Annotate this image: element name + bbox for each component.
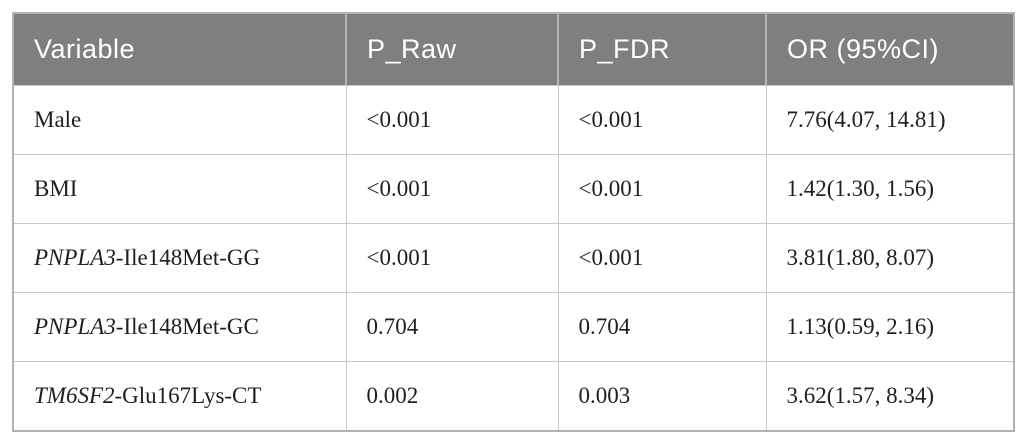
or-ci-cell: 1.42(1.30, 1.56) <box>765 154 1015 224</box>
variable-label: -Ile148Met-GC <box>115 314 259 339</box>
p-raw-cell: <0.001 <box>345 154 559 224</box>
table-row: BMI <0.001 <0.001 1.42(1.30, 1.56) <box>12 154 1015 224</box>
gene-symbol: TM6SF2 <box>34 383 115 408</box>
or-ci-cell: 1.13(0.59, 2.16) <box>765 292 1015 362</box>
column-header-or-ci: OR (95%CI) <box>765 13 1014 86</box>
variable-label: -Ile148Met-GG <box>115 245 261 270</box>
variable-cell: TM6SF2-Glu167Lys-CT <box>12 361 347 432</box>
p-raw-cell: 0.002 <box>345 361 559 432</box>
p-fdr-cell: 0.003 <box>557 361 767 432</box>
variable-label: BMI <box>34 176 78 201</box>
p-fdr-cell: <0.001 <box>557 85 767 155</box>
or-ci-cell: 3.62(1.57, 8.34) <box>765 361 1015 432</box>
p-raw-cell: <0.001 <box>345 85 559 155</box>
p-raw-cell: 0.704 <box>345 292 559 362</box>
p-fdr-cell: <0.001 <box>557 154 767 224</box>
column-header-variable: Variable <box>13 13 346 86</box>
table-row: TM6SF2-Glu167Lys-CT 0.002 0.003 3.62(1.5… <box>12 361 1015 432</box>
column-header-p-raw: P_Raw <box>345 13 558 86</box>
or-ci-cell: 7.76(4.07, 14.81) <box>765 85 1015 155</box>
variable-cell: PNPLA3-Ile148Met-GC <box>12 292 347 362</box>
column-header-p-fdr: P_FDR <box>557 13 766 86</box>
gene-symbol: PNPLA3 <box>34 245 116 270</box>
or-ci-cell: 3.81(1.80, 8.07) <box>765 223 1015 293</box>
p-fdr-cell: 0.704 <box>557 292 767 362</box>
table-row: Male <0.001 <0.001 7.76(4.07, 14.81) <box>12 85 1015 155</box>
p-raw-cell: <0.001 <box>345 223 559 293</box>
variable-label: -Glu167Lys-CT <box>114 383 262 408</box>
statistics-table-container: Variable P_Raw P_FDR OR (95%CI) Male <0.… <box>12 12 1015 432</box>
p-fdr-cell: <0.001 <box>557 223 767 293</box>
gene-symbol: PNPLA3 <box>34 314 116 339</box>
table-row: PNPLA3-Ile148Met-GG <0.001 <0.001 3.81(1… <box>12 223 1015 293</box>
variable-cell: PNPLA3-Ile148Met-GG <box>12 223 347 293</box>
header-row: Variable P_Raw P_FDR OR (95%CI) <box>13 13 1014 86</box>
variable-label: Male <box>34 107 82 132</box>
variable-cell: Male <box>12 85 347 155</box>
variable-cell: BMI <box>12 154 347 224</box>
statistics-table: Variable P_Raw P_FDR OR (95%CI) Male <0.… <box>12 12 1015 432</box>
table-row: PNPLA3-Ile148Met-GC 0.704 0.704 1.13(0.5… <box>12 292 1015 362</box>
